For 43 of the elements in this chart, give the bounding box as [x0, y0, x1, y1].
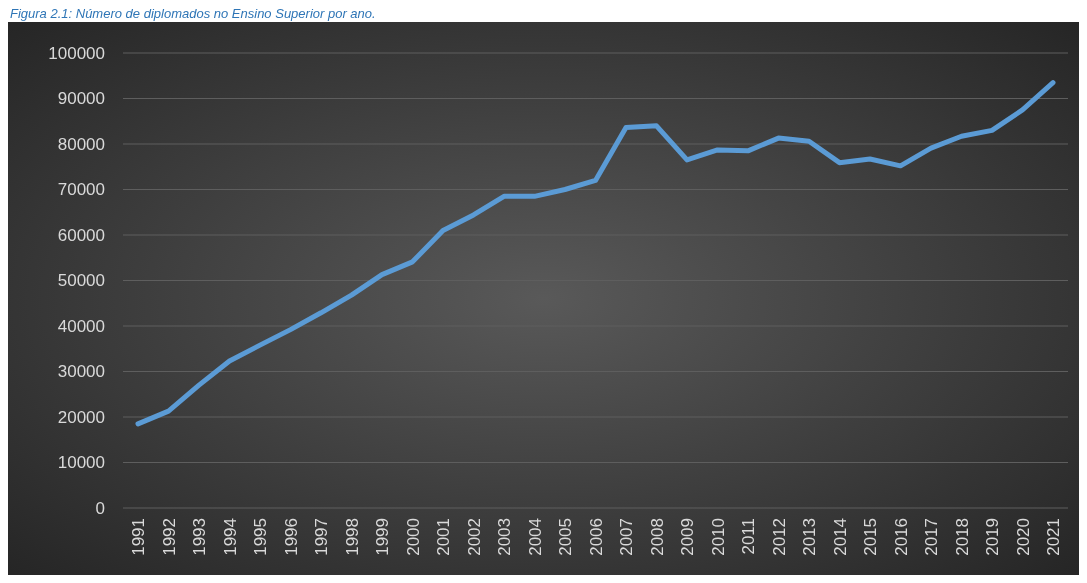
x-tick-label: 2006: [586, 518, 606, 556]
y-tick-label: 100000: [48, 43, 105, 63]
x-tick-label: 2008: [647, 518, 667, 556]
x-tick-label: 2010: [708, 518, 728, 556]
x-tick-label: 2007: [617, 518, 636, 556]
y-tick-label: 70000: [57, 180, 105, 200]
y-tick-label: 0: [95, 498, 105, 518]
y-tick-label: 60000: [57, 225, 105, 245]
x-tick-label: 1994: [220, 518, 240, 556]
x-tick-label: 2021: [1044, 518, 1063, 556]
y-tick-label: 30000: [57, 362, 105, 382]
y-tick-label: 10000: [57, 453, 105, 473]
x-tick-label: 1996: [281, 518, 301, 556]
x-tick-label: 2014: [830, 518, 850, 556]
y-tick-label: 20000: [57, 407, 105, 427]
x-tick-label: 1998: [342, 518, 362, 556]
x-tick-label: 2013: [800, 518, 819, 556]
x-tick-label: 2004: [525, 518, 545, 556]
chart-title: Figura 2.1: Número de diplomados no Ensino Superior por ano.: [10, 6, 376, 21]
y-tick-label: 90000: [57, 89, 105, 109]
y-tick-label: 50000: [57, 271, 105, 291]
x-tick-label: 1999: [373, 518, 392, 556]
x-tick-label: 2002: [464, 518, 484, 556]
x-tick-label: 2012: [769, 518, 789, 556]
y-tick-label: 40000: [57, 316, 105, 336]
x-tick-label: 2003: [495, 518, 514, 556]
x-tick-label: 1992: [159, 518, 179, 556]
x-tick-label: 2000: [403, 518, 423, 556]
x-tick-label: 2009: [678, 518, 697, 556]
x-tick-label: 1995: [251, 518, 270, 556]
x-tick-label: 2018: [952, 518, 972, 556]
y-tick-label: 80000: [57, 134, 105, 154]
x-tick-label: 2005: [556, 518, 575, 556]
x-tick-label: 1993: [190, 518, 209, 556]
x-tick-label: 2001: [434, 518, 453, 556]
x-tick-label: 2019: [983, 518, 1002, 556]
x-tick-label: 2020: [1013, 518, 1033, 556]
x-tick-label: 1991: [129, 518, 148, 556]
x-tick-label: 2017: [922, 518, 941, 556]
x-tick-label: 2015: [861, 518, 880, 556]
x-tick-label: 2016: [891, 518, 911, 556]
x-tick-label: 1997: [312, 518, 331, 556]
x-tick-label: 2011: [739, 518, 758, 555]
